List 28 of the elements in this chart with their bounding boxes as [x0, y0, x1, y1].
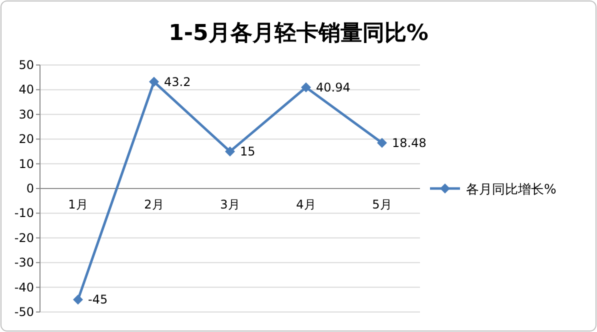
x-tick-label: 3月: [220, 198, 240, 212]
y-tick-label: 0: [26, 182, 34, 196]
data-label: -45: [88, 292, 108, 307]
x-tick-label: 5月: [372, 198, 392, 212]
y-tick-label: -10: [14, 206, 34, 220]
y-tick-label: -20: [14, 230, 34, 245]
chart-title: 1-5月各月轻卡销量同比%: [168, 21, 428, 46]
point: [73, 294, 83, 305]
point: [301, 82, 311, 92]
data-label: 40.94: [316, 80, 350, 94]
legend-label: 各月同比增长%: [466, 182, 556, 198]
y-tick-label: 50: [18, 58, 34, 72]
data-label: 43.2: [164, 74, 191, 89]
point: [377, 138, 387, 148]
point: [149, 76, 159, 87]
y-tick-label: -40: [14, 280, 34, 294]
y-tick-label: 20: [18, 132, 34, 146]
y-tick-label: 10: [18, 156, 34, 171]
y-tick-label: -50: [14, 305, 34, 319]
y-tick-label: 30: [18, 107, 34, 122]
data-label: 15: [240, 144, 256, 158]
x-tick-label: 1月: [68, 198, 88, 212]
y-tick-label: 40: [18, 82, 34, 97]
point: [225, 146, 235, 156]
data-label: 18.48: [392, 136, 426, 150]
x-tick-label: 4月: [296, 198, 316, 212]
y-tick-label: -30: [14, 256, 34, 270]
x-tick-label: 2月: [144, 198, 164, 212]
